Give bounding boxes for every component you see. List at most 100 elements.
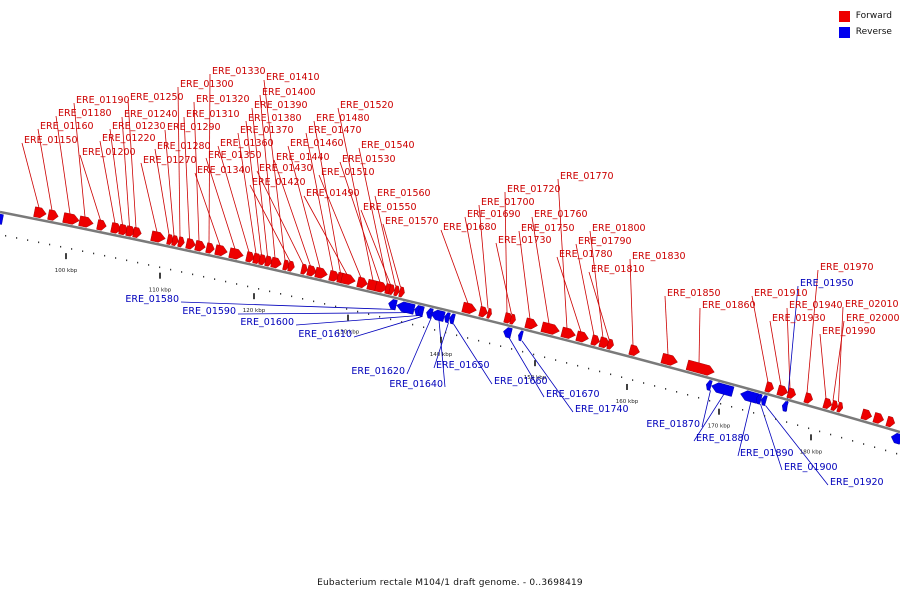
leader-line — [832, 320, 845, 401]
leader-line — [589, 230, 604, 338]
forward-gene-arrow — [685, 359, 715, 376]
scale-dot — [280, 293, 282, 295]
forward-gene-arrow — [764, 381, 774, 393]
leader-line — [575, 243, 595, 336]
forward-gene-label: ERE_01380 — [248, 113, 302, 124]
reverse-gene-label: ERE_01660 — [494, 376, 548, 387]
forward-gene-label: ERE_01760 — [534, 209, 588, 220]
forward-gene-label: ERE_01800 — [592, 223, 646, 234]
scale-dot — [566, 362, 568, 364]
leader-line — [360, 209, 391, 285]
forward-gene-arrow — [478, 306, 488, 318]
forward-gene-arrow — [282, 259, 290, 271]
scale-dot — [258, 288, 260, 290]
scale-dot — [775, 418, 777, 420]
forward-gene-arrow — [300, 263, 308, 275]
scale-dot — [269, 290, 271, 293]
leader-line — [109, 128, 123, 225]
scale-dot — [27, 239, 29, 241]
scale-major-tick — [347, 314, 349, 321]
scale-dot — [203, 275, 205, 278]
reverse-gene-arrow — [711, 382, 735, 397]
scale-dot — [841, 436, 843, 439]
leader-line — [769, 320, 782, 386]
forward-gene-arrow — [270, 256, 282, 269]
scale-dot — [720, 402, 722, 405]
scale-dot — [643, 382, 645, 384]
scale-dot — [742, 409, 744, 411]
leader-line — [406, 318, 432, 375]
forward-gene-label: ERE_01750 — [521, 223, 575, 234]
forward-gene-arrow — [776, 384, 788, 397]
reverse-gene-label: ERE_01650 — [436, 360, 490, 371]
reverse-gene-arrow — [430, 309, 446, 322]
reverse-gene-label: ERE_01600 — [240, 317, 294, 328]
leader-line — [217, 145, 250, 253]
scale-dot — [808, 427, 810, 430]
reverse-gene-arrow — [761, 395, 768, 407]
leader-line — [629, 258, 634, 346]
leader-line — [440, 229, 469, 304]
genome-backbone — [0, 210, 900, 434]
forward-gene-arrow — [860, 408, 873, 421]
reverse-gene-arrow — [706, 380, 713, 391]
forward-gene-label: ERE_01270 — [143, 155, 197, 166]
forward-gene-label: ERE_01490 — [306, 188, 360, 199]
forward-gene-arrow — [560, 326, 576, 339]
leader-line — [37, 128, 53, 211]
forward-gene-label: ERE_01860 — [702, 300, 756, 311]
leader-line — [698, 307, 701, 364]
scale-dot — [71, 248, 73, 250]
leader-line — [819, 333, 827, 399]
gene-arrows — [0, 206, 900, 445]
forward-gene-label: ERE_01780 — [559, 249, 613, 260]
scale-dot — [115, 257, 117, 259]
scale-label: 160 kbp — [616, 399, 639, 405]
reverse-gene-arrow — [518, 330, 524, 342]
reverse-swatch — [838, 26, 850, 38]
forward-gene-arrow — [258, 254, 267, 266]
forward-gene-label: ERE_01410 — [266, 72, 320, 83]
forward-gene-arrow — [185, 238, 196, 250]
forward-gene-label: ERE_01940 — [789, 300, 843, 311]
leader-line — [305, 132, 334, 272]
forward-gene-label: ERE_01330 — [212, 66, 266, 77]
leader-line — [194, 172, 221, 246]
scale-dot — [445, 331, 447, 334]
forward-gene-arrow — [228, 247, 244, 260]
forward-gene-label: ERE_01460 — [290, 138, 344, 149]
scale-dot — [214, 278, 216, 280]
leader-line — [760, 404, 783, 471]
reverse-gene-label: ERE_01640 — [389, 379, 443, 390]
scale-dot — [16, 237, 18, 239]
scale-dot — [434, 329, 436, 331]
scale-dot — [522, 350, 524, 353]
legend-forward-label: Forward — [855, 11, 892, 21]
scale-dot — [82, 250, 84, 253]
scale-dot — [698, 396, 700, 399]
scale-dot — [49, 243, 51, 246]
scale-label: 110 kbp — [149, 288, 172, 294]
reverse-gene-label: ERE_01580 — [125, 294, 179, 305]
reverse-gene-arrow — [503, 327, 513, 339]
forward-gene-arrow — [374, 280, 388, 293]
forward-gene-label: ERE_01730 — [498, 235, 552, 246]
scale-dot — [830, 433, 832, 436]
leader-line — [183, 116, 190, 240]
scale-label: 100 kbp — [55, 268, 78, 274]
leader-line — [193, 101, 200, 242]
leader-line — [295, 315, 420, 326]
forward-gene-arrow — [388, 284, 395, 295]
scale-dot — [247, 285, 249, 288]
scale-label: 170 kbp — [708, 424, 731, 430]
scale-dot — [456, 334, 458, 337]
reverse-gene-arrow — [756, 393, 763, 405]
leader-line — [701, 390, 711, 428]
scale-dot — [313, 300, 315, 303]
leader-line — [21, 142, 40, 208]
scale-dot — [478, 339, 480, 342]
forward-gene-label: ERE_01420 — [252, 177, 306, 188]
leader-line — [73, 102, 86, 218]
forward-gene-arrow — [803, 392, 813, 404]
